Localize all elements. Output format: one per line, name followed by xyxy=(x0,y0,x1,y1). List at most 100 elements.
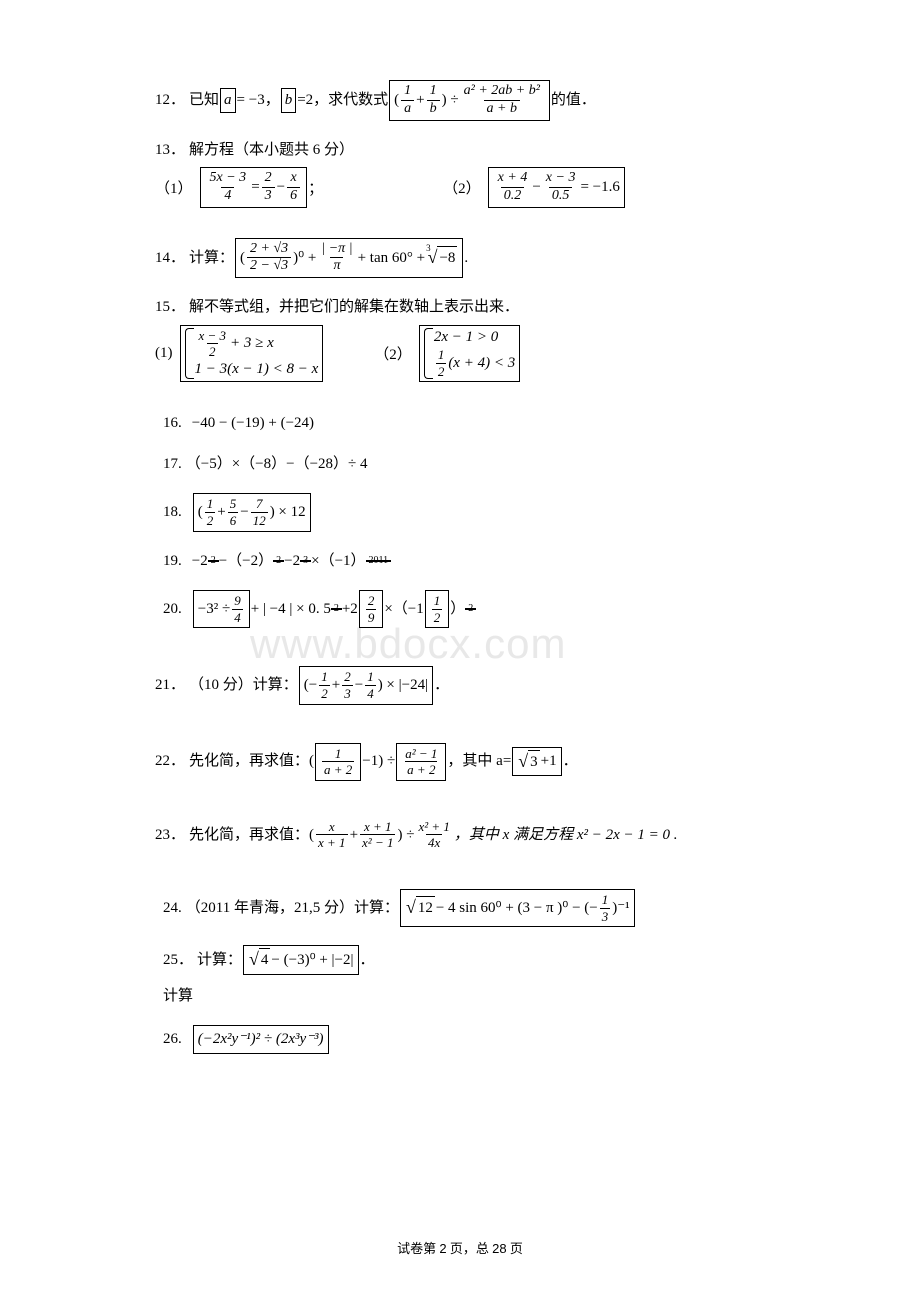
content: 12． 已知 a = −3， b =2，求代数式 ( 1a + 1b ) ÷ a… xyxy=(155,80,765,1054)
p22-t1: 先化简，再求值：( xyxy=(189,750,314,773)
p20-box2: 29 xyxy=(359,590,384,628)
p12-plus: + xyxy=(416,89,424,112)
p21f3d: 4 xyxy=(365,685,376,702)
p20-box1: −3² ÷ 94 xyxy=(193,590,250,628)
p12-div: ) ÷ xyxy=(442,89,459,112)
p12-f1n: 1 xyxy=(401,83,414,100)
p16-num: 16. xyxy=(163,412,182,435)
p13s2rhs: = −1.6 xyxy=(580,179,619,196)
p13s2ln: x + 4 xyxy=(495,170,531,187)
p15s1box: x − 32+ 3 ≥ x 1 − 3(x − 1) < 8 − x xyxy=(180,325,324,383)
p13s1r1d: 3 xyxy=(262,187,275,205)
p13s1r2d: 6 xyxy=(287,187,300,205)
p23f1d: x + 1 xyxy=(316,834,348,851)
p15s1n: x − 3 xyxy=(197,328,229,344)
p14-box: ( 2 + √32 − √3 )⁰ + | −π |π + tan 60° + … xyxy=(235,238,463,279)
p18f2n: 5 xyxy=(228,496,239,512)
p18f3n: 7 xyxy=(254,496,265,512)
p19t4: ×（−1） xyxy=(311,550,365,573)
p22-box2: a² − 1a + 2 xyxy=(396,743,446,781)
p20t2: + | −4 | × 0. 5 xyxy=(251,598,331,621)
problem-19: 19. −22 −（−2）2 −23 ×（−1）2011 xyxy=(163,550,765,573)
p13-s2-box: x + 40.2 − x − 30.5 = −1.6 xyxy=(488,167,625,208)
p21r: ) × |−24| xyxy=(378,674,428,697)
p18f1n: 1 xyxy=(205,496,216,512)
p15s1l: (1) xyxy=(155,345,173,362)
p22p: ． xyxy=(563,750,578,773)
p14-num: 14． xyxy=(155,247,185,270)
p12-t2: = −3， xyxy=(237,89,280,112)
p12-b: b xyxy=(281,88,297,113)
p23t2: + xyxy=(350,824,358,847)
p19t1: −2 xyxy=(192,550,208,573)
p19t3: −2 xyxy=(284,550,300,573)
p21p: ． xyxy=(434,674,449,697)
p24t3: )⁻¹ xyxy=(612,897,629,920)
problem-13-head: 13． 解方程（本小题共 6 分） xyxy=(155,139,765,162)
p24t2: − 4 sin 60⁰ + (3 − π )⁰ − (− xyxy=(436,897,598,920)
p22-box1: 1a + 2 xyxy=(315,743,361,781)
p23f3n: x² + 1 xyxy=(416,819,451,835)
p15s2n: 1 xyxy=(436,347,447,363)
p20f1n: 9 xyxy=(232,593,243,609)
p22t4: +1 xyxy=(541,750,557,773)
problem-18: 18. ( 12 + 56 − 712 ) × 12 xyxy=(163,493,765,531)
p13-s1-box: 5x − 34 = 23 − x6 xyxy=(200,167,308,208)
p12-f1d: a xyxy=(401,100,414,118)
page-footer: 试卷第 2 页，总 28 页 xyxy=(0,1238,920,1257)
p21f1d: 2 xyxy=(319,685,330,702)
p15-num: 15． xyxy=(155,296,185,319)
footer-total: 28 xyxy=(492,1241,506,1256)
problem-15-head: 15． 解不等式组，并把它们的解集在数轴上表示出来． xyxy=(155,296,765,319)
p18-box: ( 12 + 56 − 712 ) × 12 xyxy=(193,493,311,531)
problem-17: 17. （−5）×（−8）−（−28）÷ 4 xyxy=(163,453,765,476)
problem-14: 14． 计算： ( 2 + √32 − √3 )⁰ + | −π |π + ta… xyxy=(155,238,765,279)
p19e2: 2 xyxy=(273,560,284,562)
p20f3d: 2 xyxy=(432,609,443,626)
problem-26: 26. (−2x²y⁻¹)² ÷ (2x³y⁻³) xyxy=(163,1025,765,1054)
p13-sub2: （2） x + 40.2 − x − 30.5 = −1.6 xyxy=(443,167,626,208)
p25b-text: 计算 xyxy=(163,985,193,1008)
p14-t1: 计算： xyxy=(189,247,234,270)
p15s1r: + 3 ≥ x xyxy=(230,334,274,354)
p22sq: 3 xyxy=(528,750,540,774)
p14per: . xyxy=(464,247,468,270)
p23f1n: x xyxy=(327,819,337,835)
p24fn: 1 xyxy=(600,892,611,908)
p23f3d: 4x xyxy=(426,834,442,851)
p25p: ． xyxy=(360,949,375,972)
p20f1d: 4 xyxy=(232,609,243,626)
problem-20: 20. −3² ÷ 94 + | −4 | × 0. 52 +2 29 ×（−1… xyxy=(163,590,765,628)
p25-num: 25． xyxy=(163,949,193,972)
p14p2: + tan 60° + xyxy=(358,247,426,270)
p18f1d: 2 xyxy=(205,512,216,529)
p22f2n: a² − 1 xyxy=(403,746,439,762)
p15-t1: 解不等式组，并把它们的解集在数轴上表示出来． xyxy=(189,296,519,319)
p19-num: 19. xyxy=(163,550,182,573)
problem-15-subs: (1) x − 32+ 3 ≥ x 1 − 3(x − 1) < 8 − x （… xyxy=(155,325,765,383)
p19e1: 2 xyxy=(208,560,219,562)
p14pow: )⁰ + xyxy=(293,247,316,270)
p13s1eq: = xyxy=(251,179,259,196)
p21f2n: 2 xyxy=(342,669,353,685)
p15s1l2: 1 − 3(x − 1) < 8 − x xyxy=(195,360,319,380)
p20t1: −3² ÷ xyxy=(198,598,230,621)
p21-box: (− 12 + 23 − 14 ) × |−24| xyxy=(299,666,433,704)
p20-num: 20. xyxy=(163,598,182,621)
p21-t1: （10 分）计算： xyxy=(189,674,298,697)
footer-suffix: 页 xyxy=(510,1241,523,1256)
p12-f2d: b xyxy=(427,100,440,118)
p12-f2n: 1 xyxy=(427,83,440,100)
p22t3: ，其中 a= xyxy=(447,750,511,773)
p20t5: ） xyxy=(450,598,465,621)
p22-num: 22． xyxy=(155,750,185,773)
p13s1r2n: x xyxy=(288,170,300,187)
p21f2d: 3 xyxy=(342,685,353,702)
p13s1r1n: 2 xyxy=(262,170,275,187)
p13-s2-label: （2） xyxy=(443,177,481,198)
p13s2ld: 0.2 xyxy=(501,187,525,205)
p20t3: +2 xyxy=(342,598,358,621)
p13s1ln: 5x − 3 xyxy=(207,170,250,187)
p14f1n: 2 + √3 xyxy=(247,241,291,258)
p14cbv: −8 xyxy=(437,246,457,270)
